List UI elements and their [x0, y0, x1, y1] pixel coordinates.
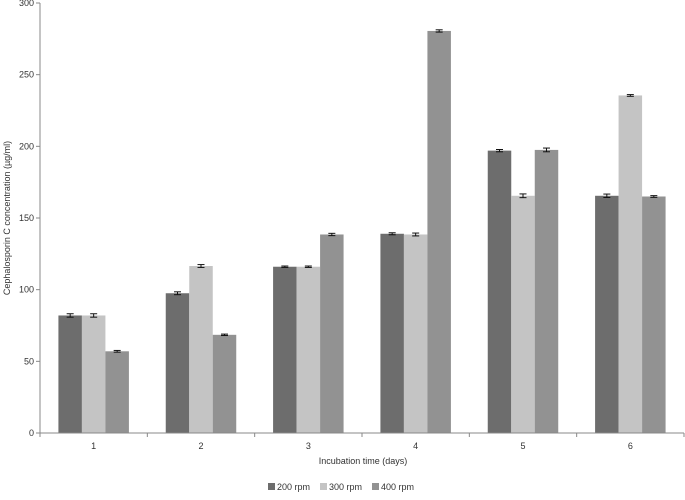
legend: 200 rpm 300 rpm 400 rpm: [268, 482, 414, 492]
bars: [58, 30, 666, 433]
bar: [81, 315, 106, 433]
bar: [189, 266, 213, 433]
legend-swatch: [320, 483, 327, 490]
bar: [296, 266, 321, 433]
bar: [595, 195, 619, 433]
bar: [212, 334, 237, 433]
bar: [58, 315, 82, 433]
bar: [380, 233, 404, 433]
error-bars: [66, 29, 658, 353]
legend-label: 400 rpm: [381, 482, 414, 492]
y-tick-label: 0: [29, 428, 34, 438]
legend-label: 300 rpm: [329, 482, 362, 492]
y-tick-label: 150: [19, 213, 34, 223]
x-tick-label: 5: [520, 441, 525, 451]
y-tick-label: 100: [19, 285, 34, 295]
bar: [642, 196, 666, 433]
x-axis-ticks: 1 2 3 4 5 6: [39, 433, 685, 451]
y-tick-label: 200: [19, 141, 34, 151]
bar: [105, 351, 129, 433]
x-tick-label: 3: [306, 441, 311, 451]
y-axis-title: Cephalosporin C concentration (µg/ml): [2, 141, 12, 295]
bar: [403, 234, 428, 433]
bar: [165, 293, 190, 433]
bar: [487, 150, 512, 433]
bar: [534, 149, 559, 433]
y-tick-label: 300: [19, 0, 34, 8]
x-tick-label: 4: [413, 441, 418, 451]
x-tick-label: 2: [198, 441, 203, 451]
x-axis-title: Incubation time (days): [319, 456, 408, 466]
y-tick-label: 250: [19, 70, 34, 80]
legend-swatch: [268, 483, 275, 490]
legend-label: 200 rpm: [277, 482, 310, 492]
bar: [320, 234, 344, 433]
bar: [618, 95, 643, 433]
bar: [427, 30, 451, 433]
bar: [511, 195, 535, 433]
bar: [273, 266, 297, 433]
y-tick-label: 50: [24, 356, 34, 366]
y-axis-ticks: 0 50 100 150 200 250 300: [19, 0, 40, 438]
x-tick-label: 6: [628, 441, 633, 451]
axes: [39, 3, 684, 434]
legend-swatch: [372, 483, 379, 490]
x-tick-label: 1: [91, 441, 96, 451]
